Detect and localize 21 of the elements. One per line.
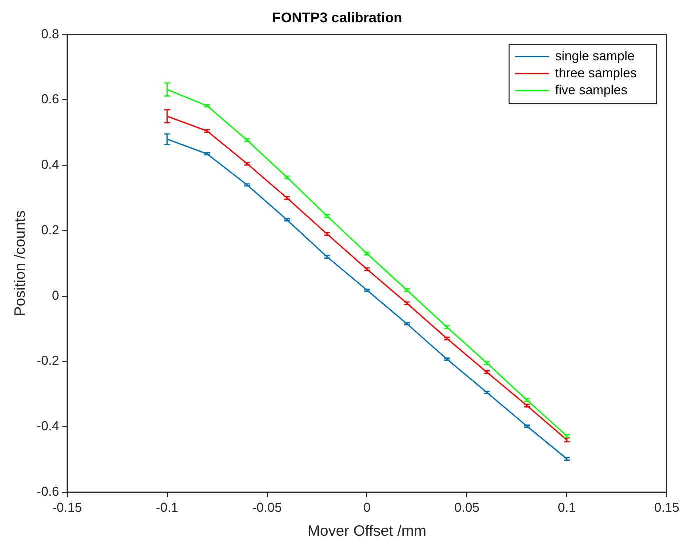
x-tick-label: -0.05 <box>252 500 282 515</box>
x-tick-label: -0.15 <box>52 500 82 515</box>
x-tick-label: 0.1 <box>558 500 576 515</box>
y-tick-label: -0.6 <box>36 484 60 499</box>
x-axis-title: Mover Offset /mm <box>308 523 427 540</box>
x-tick-label: 0.05 <box>454 500 480 515</box>
y-tick-label: 0.2 <box>41 222 60 238</box>
y-tick-label: 0 <box>52 288 60 303</box>
y-tick-label: -0.2 <box>36 353 60 368</box>
chart-title: FONTP3 calibration <box>272 9 402 26</box>
y-tick-label: 0.6 <box>41 92 60 107</box>
legend-label: single sample <box>555 48 635 64</box>
y-axis-title: Position /counts <box>12 210 30 317</box>
y-tick-label: 0.4 <box>41 157 60 172</box>
x-tick-label: -0.1 <box>156 500 179 515</box>
y-tick-label: -0.4 <box>36 418 60 434</box>
legend-label: three samples <box>555 65 638 80</box>
x-tick-label: 0.15 <box>654 500 680 515</box>
x-tick-label: 0 <box>364 500 371 515</box>
legend-label: five samples <box>555 82 628 98</box>
y-tick-label: 0.8 <box>41 26 60 42</box>
